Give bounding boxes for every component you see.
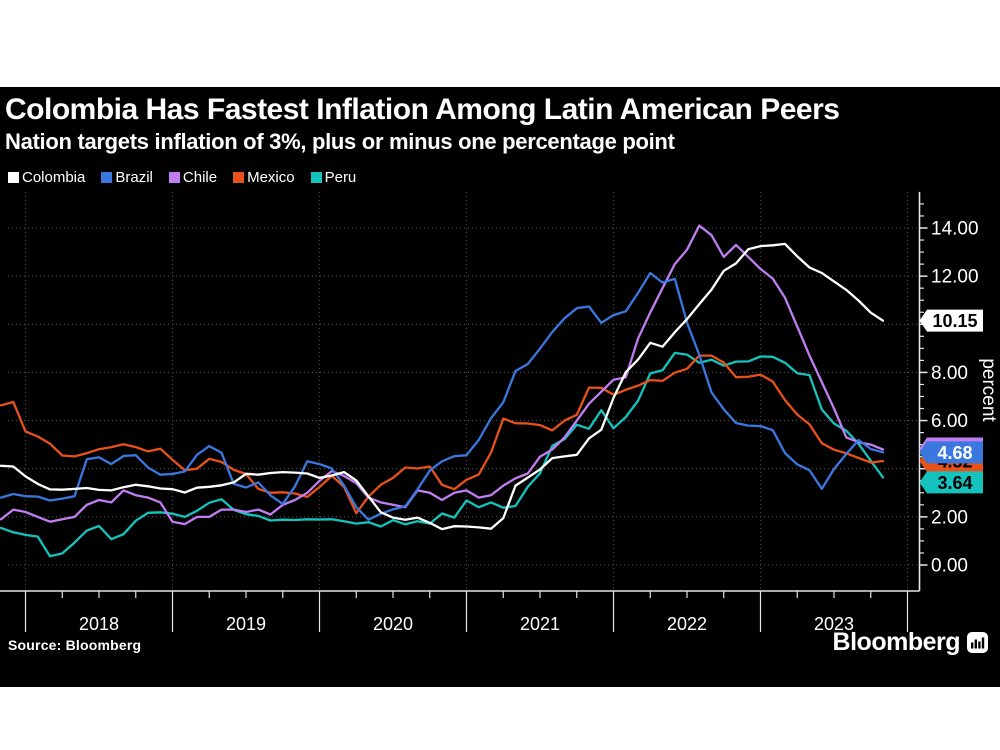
series-lines	[0, 224, 885, 558]
legend-swatch	[101, 172, 113, 183]
chart-title: Colombia Has Fastest Inflation Among Lat…	[5, 93, 840, 126]
y-tick-label: 0.00	[931, 556, 968, 577]
gridlines	[8, 191, 920, 591]
badge-value-colombia: 10.15	[932, 311, 977, 331]
source-note: Source: Bloomberg	[8, 637, 142, 653]
y-axis: 0.002.004.006.008.0010.0012.0014.00perce…	[918, 191, 999, 591]
x-tick-year: 2020	[373, 614, 413, 634]
line-mexico	[0, 354, 885, 515]
badge-colombia	[919, 309, 983, 332]
line-brazil	[0, 271, 885, 521]
x-tick-year: 2022	[667, 614, 707, 634]
bloomberg-logo: Bloomberg	[833, 628, 988, 657]
y-tick-label: 2.00	[931, 507, 968, 528]
y-axis-unit-label: percent	[978, 358, 999, 422]
x-tick-year: 2023	[814, 614, 854, 634]
y-tick-label: 6.00	[931, 411, 968, 432]
badge-peru	[919, 471, 983, 494]
bloomberg-logo-text: Bloomberg	[832, 628, 961, 656]
legend-swatch	[310, 172, 322, 183]
line-peru	[0, 351, 885, 558]
legend-item-colombia: Colombia	[8, 169, 85, 186]
chart-legend: Colombia Brazil Chile Mexico Peru	[8, 169, 356, 186]
legend-item-peru: Peru	[310, 169, 357, 186]
legend-swatch	[8, 172, 19, 183]
legend-label: Chile	[182, 169, 218, 186]
line-chile	[0, 224, 885, 526]
legend-item-mexico: Mexico	[233, 169, 295, 186]
legend-label: Peru	[324, 169, 357, 186]
badge-value-peru: 3.64	[937, 473, 972, 493]
legend-swatch	[168, 172, 180, 183]
y-tick-label: 14.00	[931, 219, 979, 240]
bloomberg-chart-icon	[967, 632, 988, 653]
legend-item-chile: Chile	[168, 169, 218, 186]
chart-subtitle: Nation targets inflation of 3%, plus or …	[5, 129, 675, 154]
x-tick-year: 2021	[520, 614, 560, 634]
y-tick-label: 8.00	[931, 363, 968, 384]
x-tick-year: 2019	[226, 614, 266, 634]
chart-panel: 2018201920202021202220230.002.004.006.00…	[0, 87, 1000, 687]
x-tick-year: 2018	[79, 614, 119, 634]
badge-value-brazil: 4.68	[937, 443, 972, 463]
badge-brazil	[919, 441, 983, 464]
legend-item-brazil: Brazil	[101, 169, 153, 186]
line-colombia	[0, 242, 885, 531]
legend-label: Colombia	[22, 169, 86, 186]
inflation-line-chart: 2018201920202021202220230.002.004.006.00…	[0, 191, 999, 634]
x-axis: 2018 2019 2020 2021 2022 2023	[0, 590, 920, 634]
y-tick-label: 12.00	[931, 267, 979, 288]
legend-label: Brazil	[115, 169, 153, 186]
legend-swatch	[233, 172, 245, 183]
legend-label: Mexico	[247, 169, 295, 186]
